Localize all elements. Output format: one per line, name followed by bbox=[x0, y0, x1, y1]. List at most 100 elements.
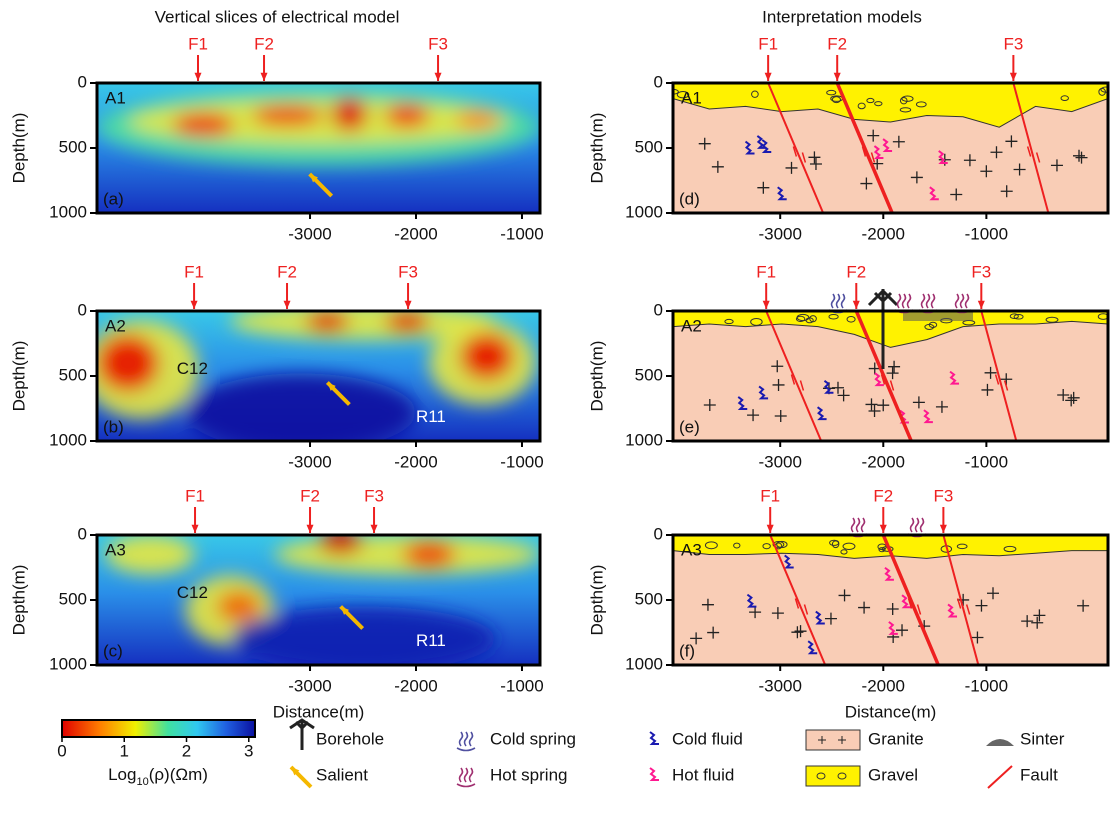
y-tick-label: 1000 bbox=[49, 202, 87, 221]
resistivity-anomaly bbox=[402, 541, 456, 568]
gravel-pebble bbox=[1060, 95, 1069, 102]
resistivity-anomaly bbox=[172, 112, 235, 137]
fault-arrow-head bbox=[879, 524, 887, 533]
y-tick-label: 0 bbox=[654, 72, 663, 91]
salient-arrow-head bbox=[340, 606, 349, 615]
profile-label: A2 bbox=[105, 316, 126, 335]
gravel-pebble bbox=[762, 543, 771, 550]
spring-icon bbox=[463, 767, 469, 783]
fault-label: F2 bbox=[277, 262, 297, 281]
profile-label: A1 bbox=[681, 88, 702, 107]
gravel-pebble bbox=[1097, 313, 1108, 320]
granite-cross bbox=[1031, 616, 1044, 629]
gravel-pebble bbox=[831, 96, 841, 104]
spring-icon bbox=[901, 293, 907, 309]
spring-icon bbox=[954, 293, 960, 309]
fault-label: F1 bbox=[760, 486, 780, 505]
y-tick-label: 0 bbox=[78, 72, 87, 91]
spring-icon bbox=[456, 783, 476, 788]
spring-icon bbox=[850, 517, 856, 533]
fault-arrow-head bbox=[370, 524, 378, 533]
salient-arrow-head bbox=[309, 174, 318, 183]
x-tick-label: -3000 bbox=[758, 452, 801, 471]
fault-line bbox=[769, 535, 827, 665]
panel-content bbox=[673, 535, 1108, 665]
salient-arrow-head bbox=[327, 382, 336, 391]
gravel-pebble bbox=[874, 101, 883, 107]
gravel-pebble bbox=[899, 96, 908, 105]
x-tick-label: -2000 bbox=[394, 676, 437, 695]
anomaly-label: R11 bbox=[416, 631, 446, 650]
fault-label: F3 bbox=[971, 262, 991, 281]
granite-cross bbox=[867, 129, 880, 142]
granite-cross bbox=[963, 154, 976, 167]
x-tick-label: -1000 bbox=[965, 224, 1008, 243]
resistivity-field bbox=[97, 88, 540, 167]
fault-line bbox=[980, 311, 1018, 441]
anomaly-label: C12 bbox=[177, 583, 208, 602]
fault-line bbox=[835, 83, 894, 213]
fluid-icon bbox=[949, 370, 960, 385]
legend-label: Cold spring bbox=[490, 729, 576, 748]
y-tick-label: 1000 bbox=[625, 202, 663, 221]
gravel bbox=[673, 83, 1108, 128]
gravel-pebble bbox=[1003, 545, 1017, 553]
gravel-pebble bbox=[840, 549, 848, 555]
gravel-pebble bbox=[826, 89, 837, 96]
fluid-icon bbox=[816, 406, 827, 421]
granite-cross bbox=[703, 398, 716, 411]
spring-icon bbox=[835, 293, 841, 309]
fault-slip bbox=[880, 374, 895, 391]
granite-cross bbox=[957, 593, 970, 606]
fault-arrow-head bbox=[260, 72, 268, 81]
fault-label: F2 bbox=[827, 34, 847, 53]
granite-cross bbox=[701, 598, 714, 611]
granite-cross bbox=[990, 146, 1003, 159]
fault-label: F3 bbox=[364, 486, 384, 505]
gravel-pebble bbox=[846, 315, 856, 323]
fault-label: F1 bbox=[184, 262, 204, 281]
column-title: Interpretation models bbox=[762, 7, 922, 26]
granite-cross bbox=[896, 624, 909, 637]
fault-arrow-head bbox=[762, 300, 770, 309]
gravel-pebble bbox=[956, 543, 968, 550]
fluid-icon bbox=[737, 396, 748, 410]
granite-cross bbox=[837, 389, 850, 402]
fault-arrow-head bbox=[404, 300, 412, 309]
granite-cross bbox=[808, 151, 821, 164]
fault-label: F1 bbox=[758, 34, 778, 53]
y-tick-label: 1000 bbox=[625, 430, 663, 449]
legend-granite-cross bbox=[818, 736, 846, 744]
gravel-pebble bbox=[828, 313, 839, 320]
fluid-icon bbox=[884, 566, 894, 581]
gravel-pebble bbox=[733, 542, 741, 549]
resistivity-field bbox=[97, 311, 536, 441]
granite-cross bbox=[1000, 185, 1013, 198]
anomaly-label: C12 bbox=[177, 359, 208, 378]
y-tick-label: 0 bbox=[78, 524, 87, 543]
fault-label: F1 bbox=[756, 262, 776, 281]
fault-line bbox=[765, 311, 823, 441]
granite bbox=[673, 535, 1108, 665]
gravel-pebble bbox=[1100, 86, 1108, 93]
fault-arrow-head bbox=[766, 524, 774, 533]
gravel-pebble bbox=[1045, 316, 1059, 323]
fault-arrow-head bbox=[194, 72, 202, 81]
legend-gravel-pebbles bbox=[816, 772, 847, 780]
colorbar-tick-label: 0 bbox=[57, 741, 66, 760]
resistivity-anomaly bbox=[97, 334, 160, 392]
fault-label: F2 bbox=[873, 486, 893, 505]
fluid-icon bbox=[938, 150, 948, 164]
legend-borehole bbox=[289, 718, 315, 750]
fluid-icon bbox=[823, 379, 834, 394]
resistivity-anomaly bbox=[105, 535, 195, 574]
legend-label: Hot spring bbox=[490, 765, 567, 784]
granite-cross bbox=[888, 360, 901, 373]
spring-icon bbox=[456, 747, 476, 752]
x-tick-label: -3000 bbox=[288, 452, 331, 471]
fluid-icon bbox=[807, 640, 818, 655]
profile-label: A2 bbox=[681, 316, 702, 335]
fluid-icon bbox=[901, 594, 912, 609]
spring-icon bbox=[896, 293, 902, 309]
